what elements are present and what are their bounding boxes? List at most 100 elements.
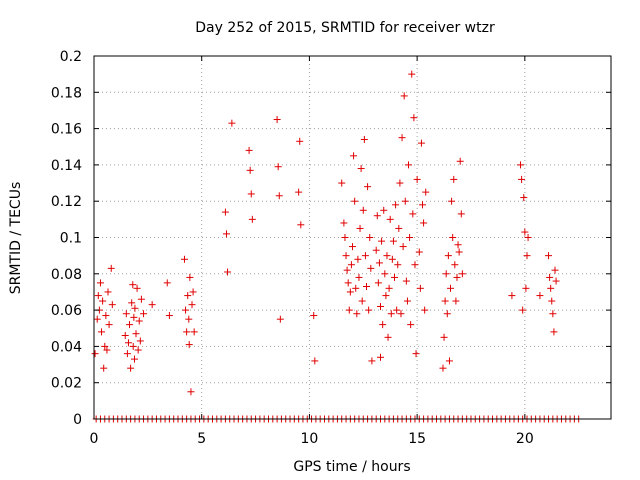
- data-point: [183, 328, 191, 336]
- data-point: [184, 292, 192, 300]
- data-point: [453, 273, 461, 281]
- data-point: [452, 297, 460, 305]
- data-point: [395, 224, 403, 232]
- data-point: [410, 114, 418, 122]
- y-tick-label: 0.14: [51, 158, 82, 174]
- data-point: [439, 364, 447, 372]
- data-point: [355, 273, 363, 281]
- data-point: [374, 279, 382, 287]
- data-point: [407, 321, 415, 329]
- data-point: [536, 292, 544, 300]
- y-tick-label: 0.06: [51, 303, 82, 319]
- data-point: [124, 339, 132, 347]
- data-point: [408, 70, 416, 78]
- data-point: [101, 342, 109, 350]
- data-point: [381, 270, 389, 278]
- data-point: [364, 183, 372, 191]
- data-point: [346, 288, 354, 296]
- data-point: [349, 243, 356, 251]
- x-tick-label: 15: [408, 431, 426, 447]
- data-point: [127, 364, 135, 372]
- data-point: [456, 157, 464, 165]
- y-tick-label: 0.08: [51, 267, 82, 283]
- data-point: [519, 306, 527, 314]
- data-point: [224, 268, 232, 276]
- data-point: [361, 252, 369, 260]
- data-point: [401, 197, 409, 205]
- data-point: [347, 261, 355, 269]
- data-point: [448, 197, 456, 205]
- data-point: [358, 297, 366, 305]
- data-point: [396, 179, 404, 187]
- data-point: [360, 135, 368, 143]
- data-point: [148, 301, 156, 309]
- y-tick-label: 0.02: [51, 376, 82, 392]
- data-point: [391, 273, 399, 281]
- data-point: [129, 342, 137, 350]
- data-point: [523, 252, 531, 260]
- data-point: [398, 134, 406, 142]
- data-point: [373, 212, 381, 220]
- y-axis-title: SRMTID / TECUs: [8, 182, 24, 295]
- data-point: [386, 215, 394, 223]
- data-point: [447, 284, 455, 292]
- data-point: [521, 228, 529, 236]
- data-point: [338, 179, 346, 187]
- data-point: [295, 188, 303, 196]
- data-point: [366, 234, 374, 241]
- data-point: [551, 266, 559, 274]
- data-point: [245, 146, 253, 154]
- data-point: [380, 206, 388, 214]
- data-point: [367, 264, 375, 272]
- data-point: [518, 175, 526, 183]
- data-point: [451, 261, 459, 269]
- data-point: [123, 350, 131, 358]
- data-point: [368, 357, 376, 365]
- data-point: [140, 310, 148, 318]
- data-point: [377, 353, 385, 361]
- data-point: [393, 306, 401, 314]
- data-point: [185, 315, 193, 323]
- data-point: [524, 234, 532, 241]
- data-point: [165, 312, 173, 320]
- data-point: [163, 279, 171, 287]
- data-point: [458, 270, 466, 278]
- data-point: [415, 248, 423, 256]
- y-tick-label: 0.16: [51, 122, 82, 138]
- data-point: [108, 301, 116, 309]
- data-point: [128, 299, 136, 307]
- y-tick-label: 0.04: [51, 339, 82, 355]
- data-point: [441, 297, 449, 305]
- data-point: [445, 357, 453, 365]
- data-point: [413, 175, 421, 183]
- data-point: [248, 215, 256, 223]
- data-point: [444, 252, 452, 260]
- data-point: [508, 292, 516, 300]
- data-point: [350, 152, 358, 160]
- data-point: [412, 350, 420, 358]
- data-point: [443, 310, 451, 318]
- data-point: [99, 297, 107, 305]
- data-point: [276, 315, 284, 323]
- data-point: [180, 255, 188, 263]
- data-point: [93, 315, 101, 323]
- data-point: [96, 279, 104, 287]
- data-point: [382, 292, 390, 300]
- data-point: [377, 302, 385, 310]
- axis-ticks: 0 0.02 0.04 0.06 0.08 0.1 0.12 0.14 0.16 0.18 0.2 0…: [51, 49, 611, 447]
- data-point: [392, 201, 400, 209]
- data-point: [420, 219, 428, 227]
- data-point: [520, 194, 528, 202]
- data-point: [385, 284, 393, 292]
- data-point: [274, 163, 282, 171]
- data-point: [126, 321, 134, 329]
- data-point: [185, 341, 193, 349]
- data-point: [548, 297, 556, 305]
- data-point: [222, 230, 230, 238]
- data-point: [246, 166, 254, 174]
- data-point: [522, 284, 530, 292]
- data-point: [340, 219, 348, 227]
- data-point: [189, 288, 197, 296]
- data-point: [311, 357, 319, 365]
- data-point: [107, 264, 115, 272]
